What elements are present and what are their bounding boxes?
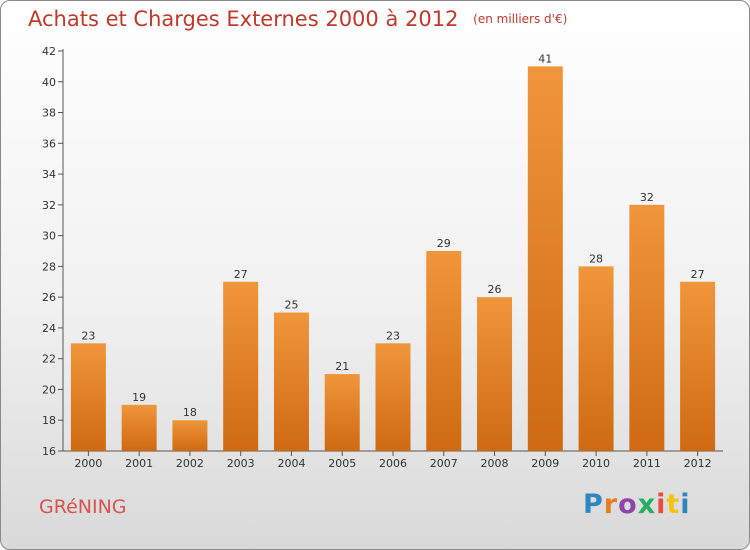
bar-2001: [121, 404, 157, 451]
x-tick-label: 2008: [481, 457, 509, 470]
y-tick-label: 24: [42, 322, 56, 335]
data-label: 28: [589, 252, 603, 265]
logo-letter: x: [637, 489, 657, 520]
y-tick-label: 28: [42, 260, 56, 273]
data-label: 27: [234, 268, 248, 281]
data-label: 26: [488, 283, 502, 296]
data-label: 23: [81, 329, 95, 342]
y-tick-label: 30: [42, 230, 56, 243]
data-label: 27: [691, 268, 705, 281]
y-tick-label: 26: [42, 291, 56, 304]
x-tick-label: 2010: [582, 457, 610, 470]
commune-name: GRéNING: [39, 496, 127, 518]
y-tick-label: 32: [42, 199, 56, 212]
y-tick-label: 42: [42, 45, 56, 58]
y-tick-label: 18: [42, 414, 56, 427]
x-tick-label: 2011: [633, 457, 661, 470]
x-tick-label: 2006: [379, 457, 407, 470]
y-tick-label: 38: [42, 107, 56, 120]
data-label: 19: [132, 391, 146, 404]
data-label: 25: [284, 299, 298, 312]
y-tick-label: 20: [42, 383, 56, 396]
data-label: 41: [538, 52, 552, 65]
x-tick-label: 2002: [176, 457, 204, 470]
y-tick-label: 34: [42, 168, 56, 181]
y-tick-label: 22: [42, 353, 56, 366]
logo-letter: o: [618, 489, 638, 520]
chart-title: Achats et Charges Externes 2000 à 2012 (…: [28, 7, 567, 31]
data-label: 32: [640, 191, 654, 204]
x-tick-label: 2009: [531, 457, 559, 470]
logo-letter: i: [680, 489, 691, 520]
logo-letter: P: [583, 489, 604, 520]
bar-2008: [477, 297, 513, 451]
bar-2011: [629, 204, 665, 451]
bar-2003: [223, 281, 259, 451]
data-label: 29: [437, 237, 451, 250]
data-label: 23: [386, 329, 400, 342]
x-tick-label: 2005: [328, 457, 356, 470]
bar-2004: [273, 312, 309, 451]
bar-2010: [578, 266, 614, 451]
x-tick-label: 2000: [74, 457, 102, 470]
bar-2000: [70, 343, 106, 451]
bar-2007: [426, 251, 462, 451]
bar-2005: [324, 374, 360, 451]
bar-2002: [172, 420, 208, 451]
x-tick-label: 2007: [430, 457, 458, 470]
proxiti-logo: Proxiti: [583, 489, 691, 520]
y-tick-label: 40: [42, 76, 56, 89]
y-tick-label: 36: [42, 137, 56, 150]
x-tick-label: 2004: [277, 457, 305, 470]
x-tick-label: 2003: [227, 457, 255, 470]
chart-title-text: Achats et Charges Externes 2000 à 2012: [28, 7, 459, 31]
data-label: 18: [183, 406, 197, 419]
data-label: 21: [335, 360, 349, 373]
chart-subtitle: (en milliers d'€): [473, 12, 568, 26]
y-tick-label: 16: [42, 445, 56, 458]
bar-2012: [680, 281, 716, 451]
logo-letter: i: [656, 489, 667, 520]
logo-letter: r: [603, 489, 619, 520]
bar-2006: [375, 343, 411, 451]
logo-letter: t: [666, 489, 681, 520]
x-tick-label: 2001: [125, 457, 153, 470]
bar-2009: [527, 66, 563, 451]
x-tick-label: 2012: [684, 457, 712, 470]
